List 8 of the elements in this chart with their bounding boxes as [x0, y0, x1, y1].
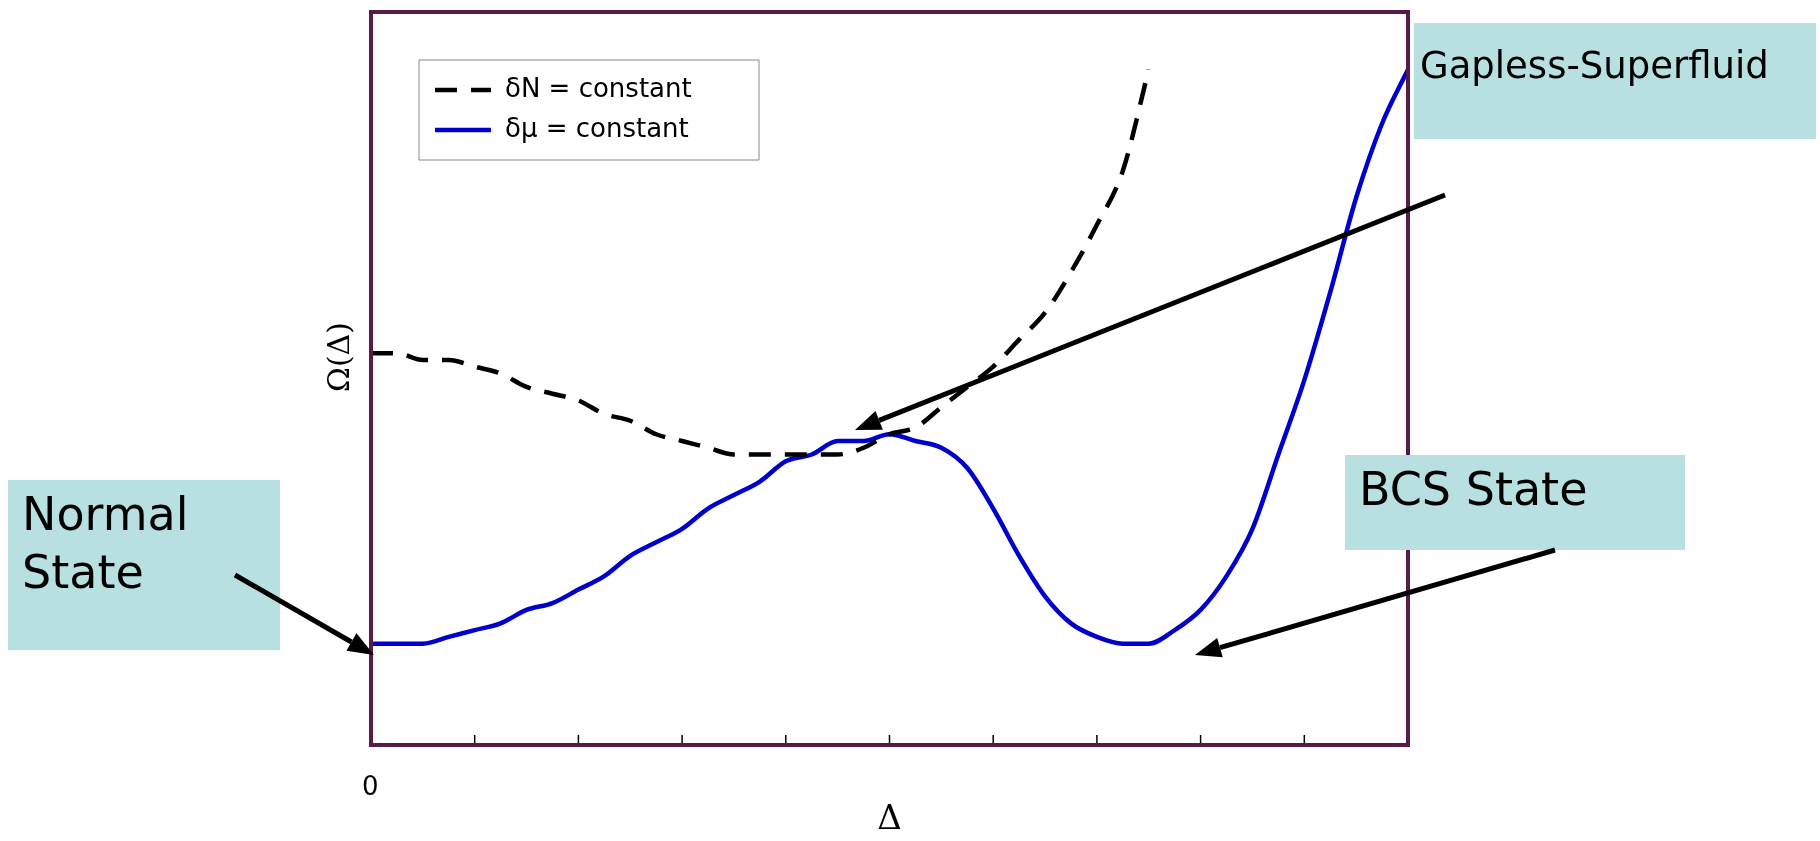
text: Gapless-Superfluid: [1414, 23, 1816, 139]
text: Normal State: [8, 480, 280, 650]
x-axis-title: Δ: [877, 797, 902, 838]
text: 0: [362, 770, 380, 803]
annotation: BCS State: [1345, 455, 1685, 550]
legend-label: δμ = constant: [505, 112, 689, 143]
legend-label: δN = constant: [505, 72, 692, 103]
y-axis-title: Ω(Δ): [321, 322, 356, 392]
